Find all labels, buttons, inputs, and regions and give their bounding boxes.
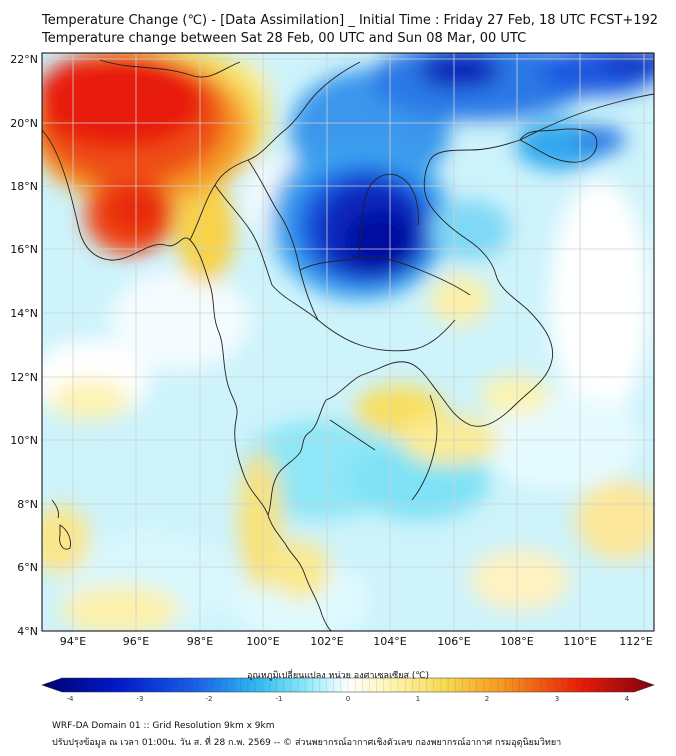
lon-label: 102°E <box>310 635 343 648</box>
colorbar-tick: -4 <box>67 695 75 703</box>
colorbar-label: อุณหภูมิเปลี่ยนแปลง หน่วย องศาเซลเซียส (… <box>246 671 430 681</box>
colorbar-ticks: -4 -3 -2 -1 0 1 2 3 4 <box>67 695 630 703</box>
lat-label: 14°N <box>10 307 38 320</box>
colorbar-tick: -2 <box>206 695 213 703</box>
footer-credit: ปรับปรุงข้อมูล ณ เวลา 01:00น. วัน ส. ที่… <box>52 738 562 748</box>
footer-model-info: WRF-DA Domain 01 :: Grid Resolution 9km … <box>52 721 275 731</box>
lon-label: 108°E <box>500 635 533 648</box>
lat-label: 18°N <box>10 180 38 193</box>
lat-label: 4°N <box>17 625 38 638</box>
lat-label: 22°N <box>10 53 38 66</box>
map-title: Temperature Change (℃) - [Data Assimilat… <box>42 13 659 28</box>
lon-label: 98°E <box>187 635 213 648</box>
lon-label: 112°E <box>619 635 652 648</box>
lon-label: 106°E <box>437 635 470 648</box>
map-subtitle: Temperature change between Sat 28 Feb, 0… <box>42 31 527 46</box>
colorbar-tick: 1 <box>416 695 420 703</box>
colorbar-tick: -1 <box>276 695 283 703</box>
colorbar-tick: 0 <box>346 695 350 703</box>
lat-label: 16°N <box>10 243 38 256</box>
gridlines <box>42 53 654 631</box>
lat-label: 12°N <box>10 371 38 384</box>
colorbar-tick: 3 <box>555 695 559 703</box>
lat-label: 20°N <box>10 117 38 130</box>
lon-label: 94°E <box>60 635 86 648</box>
latitude-labels: 22°N 20°N 18°N 16°N 14°N 12°N 10°N 8°N 6… <box>10 53 38 638</box>
colorbar-tick: 4 <box>625 695 630 703</box>
lon-label: 104°E <box>373 635 406 648</box>
temperature-field <box>42 53 654 631</box>
colorbar-tick: -3 <box>137 695 144 703</box>
colorbar-tick: 2 <box>485 695 489 703</box>
lon-label: 96°E <box>123 635 149 648</box>
lat-label: 10°N <box>10 434 38 447</box>
lon-label: 100°E <box>246 635 279 648</box>
lat-label: 6°N <box>17 561 38 574</box>
colorbar <box>41 677 655 693</box>
plot-frame <box>41 52 655 632</box>
coastlines <box>42 59 654 631</box>
lat-label: 8°N <box>17 498 38 511</box>
colorbar-bar <box>41 677 655 693</box>
longitude-labels: 94°E 96°E 98°E 100°E 102°E 104°E 106°E 1… <box>60 635 653 648</box>
lon-label: 110°E <box>563 635 596 648</box>
